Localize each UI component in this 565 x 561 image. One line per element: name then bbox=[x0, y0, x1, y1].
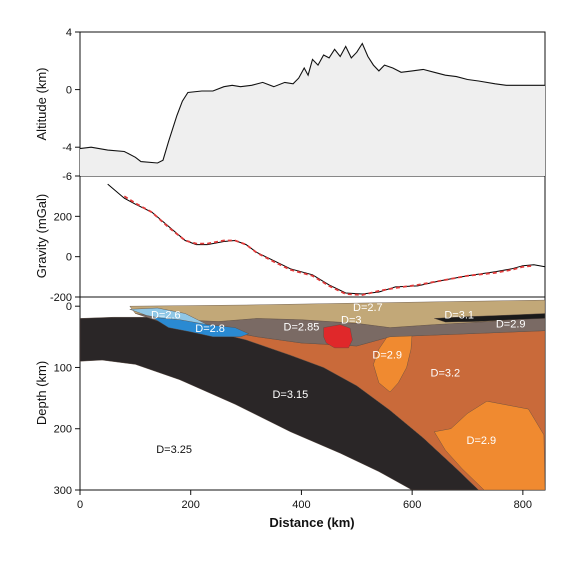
x-tick-label: 0 bbox=[77, 499, 83, 511]
density-label: D=3.2 bbox=[431, 368, 461, 380]
altitude-fill-area bbox=[80, 43, 545, 176]
altitude-profile-line bbox=[79, 42, 545, 164]
y-tick-label: 300 bbox=[54, 485, 72, 497]
density-label: D=2.7 bbox=[353, 302, 383, 314]
density-label: D=3.15 bbox=[272, 389, 308, 401]
density-label: D=2.8 bbox=[195, 323, 225, 335]
y-tick-label: -4 bbox=[62, 142, 72, 154]
density-body bbox=[433, 400, 545, 490]
y-tick-label: 200 bbox=[54, 211, 72, 223]
density-label: D=2.9 bbox=[467, 435, 497, 447]
altitude-plot: 4 0 -4 -6 bbox=[62, 27, 545, 183]
x-tick-label: 600 bbox=[403, 499, 421, 511]
x-tick-label: 400 bbox=[292, 499, 310, 511]
y-tick-label: 4 bbox=[66, 27, 72, 39]
y-tick-label: 0 bbox=[66, 301, 72, 313]
cross-section-plot: D=3.25 D=3.15 D=3.2 D=2.9 D=2.9 D=3 D=2.85 D=2.… bbox=[54, 299, 545, 511]
y-tick-label: 100 bbox=[54, 362, 72, 374]
y-tick-label: 0 bbox=[66, 85, 72, 97]
y-tick-label: 200 bbox=[54, 424, 72, 436]
y-tick-label: 0 bbox=[66, 252, 72, 264]
density-label: D=2.6 bbox=[151, 309, 181, 321]
density-label: D=2.9 bbox=[372, 349, 402, 361]
gravity-plot: 200 0 -200 bbox=[50, 183, 546, 304]
density-label: D=2.9 bbox=[496, 319, 526, 331]
density-body bbox=[434, 313, 545, 323]
density-label: D=3 bbox=[341, 314, 362, 326]
gravity-panel-frame bbox=[79, 175, 546, 298]
gravity-observed-line bbox=[107, 183, 546, 295]
density-label: D=2.85 bbox=[284, 322, 320, 334]
density-body bbox=[151, 317, 250, 337]
x-tick-label: 200 bbox=[182, 499, 200, 511]
gravity-calculated-line bbox=[123, 195, 534, 296]
distance-axis-label: Distance (km) bbox=[269, 515, 354, 530]
density-body bbox=[323, 324, 353, 349]
depth-axis-label: Depth (km) bbox=[34, 361, 49, 425]
altitude-axis-label: Altitude (km) bbox=[34, 68, 49, 141]
gravity-axis-label: Gravity (mGal) bbox=[34, 194, 49, 279]
density-label: D=3.25 bbox=[156, 444, 192, 456]
x-tick-label: 800 bbox=[514, 499, 532, 511]
section-bodies bbox=[80, 299, 545, 490]
y-tick-label: -6 bbox=[62, 171, 72, 183]
density-label: D=3.1 bbox=[444, 309, 474, 321]
y-tick-label: -200 bbox=[50, 292, 72, 304]
